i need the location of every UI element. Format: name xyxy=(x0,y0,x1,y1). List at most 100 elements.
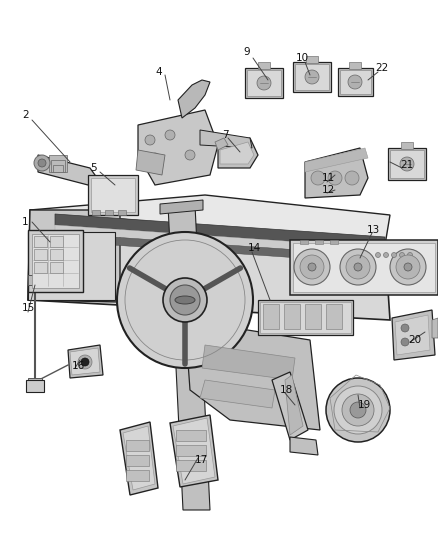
Polygon shape xyxy=(168,205,210,510)
Bar xyxy=(126,455,149,466)
Text: 13: 13 xyxy=(367,225,380,235)
Bar xyxy=(390,150,424,178)
Bar xyxy=(258,62,270,69)
Bar xyxy=(340,70,371,94)
Polygon shape xyxy=(185,320,320,430)
Polygon shape xyxy=(215,138,228,150)
Bar xyxy=(53,165,63,172)
Bar xyxy=(92,210,100,215)
Text: 10: 10 xyxy=(296,53,309,63)
Polygon shape xyxy=(202,345,295,380)
Text: 11: 11 xyxy=(322,173,335,183)
Polygon shape xyxy=(28,210,120,302)
Bar xyxy=(295,64,329,90)
Circle shape xyxy=(145,135,155,145)
Bar xyxy=(49,155,67,172)
Polygon shape xyxy=(395,315,430,355)
Circle shape xyxy=(375,253,381,257)
Text: 16: 16 xyxy=(72,361,85,371)
Circle shape xyxy=(294,249,330,285)
Polygon shape xyxy=(28,232,115,300)
Polygon shape xyxy=(70,348,100,375)
Bar xyxy=(245,68,283,98)
Circle shape xyxy=(334,386,382,434)
Bar xyxy=(300,240,308,244)
Circle shape xyxy=(392,253,396,257)
Circle shape xyxy=(185,150,195,160)
Text: 14: 14 xyxy=(248,243,261,253)
Bar xyxy=(176,430,206,441)
Circle shape xyxy=(348,75,362,89)
Polygon shape xyxy=(305,148,368,172)
Bar xyxy=(290,240,438,295)
Circle shape xyxy=(350,402,366,418)
Bar xyxy=(247,70,281,96)
Circle shape xyxy=(34,155,50,171)
Text: 9: 9 xyxy=(243,47,250,57)
Text: 2: 2 xyxy=(22,110,28,120)
Bar xyxy=(91,178,135,212)
Circle shape xyxy=(300,255,324,279)
Circle shape xyxy=(78,355,92,369)
Polygon shape xyxy=(120,422,158,495)
Polygon shape xyxy=(138,110,218,185)
Bar xyxy=(50,236,63,247)
Text: 5: 5 xyxy=(90,163,97,173)
Circle shape xyxy=(396,255,420,279)
Bar xyxy=(28,275,42,285)
Text: 20: 20 xyxy=(408,335,421,345)
Polygon shape xyxy=(28,210,390,320)
Circle shape xyxy=(400,157,414,171)
Polygon shape xyxy=(218,138,258,168)
Polygon shape xyxy=(200,130,252,148)
Bar xyxy=(51,160,65,172)
Bar xyxy=(176,445,206,456)
Circle shape xyxy=(407,253,413,257)
Circle shape xyxy=(308,263,316,271)
Circle shape xyxy=(399,253,405,257)
Circle shape xyxy=(257,76,271,90)
Bar xyxy=(338,68,373,96)
Polygon shape xyxy=(136,150,165,175)
Bar xyxy=(88,175,138,215)
Polygon shape xyxy=(30,195,390,245)
Bar xyxy=(293,243,435,292)
Circle shape xyxy=(328,171,342,185)
Circle shape xyxy=(305,70,319,84)
Circle shape xyxy=(404,263,412,271)
Bar xyxy=(306,56,318,63)
Bar xyxy=(118,210,126,215)
Bar xyxy=(34,236,47,247)
Bar xyxy=(260,302,351,333)
Circle shape xyxy=(384,253,389,257)
Bar xyxy=(34,262,47,273)
Text: 21: 21 xyxy=(400,160,413,170)
Bar xyxy=(349,62,361,69)
Polygon shape xyxy=(305,148,368,198)
Circle shape xyxy=(81,358,89,366)
Circle shape xyxy=(340,249,376,285)
Bar xyxy=(50,249,63,260)
Bar xyxy=(284,304,300,329)
Text: 4: 4 xyxy=(155,67,162,77)
Polygon shape xyxy=(285,375,303,435)
Text: 19: 19 xyxy=(358,400,371,410)
Bar xyxy=(28,378,42,388)
Circle shape xyxy=(117,232,253,368)
Bar xyxy=(32,234,79,288)
Polygon shape xyxy=(38,155,95,185)
Circle shape xyxy=(346,255,370,279)
Circle shape xyxy=(38,159,46,167)
Circle shape xyxy=(170,285,200,315)
Polygon shape xyxy=(123,426,155,490)
Bar xyxy=(26,380,44,392)
Bar xyxy=(401,142,413,149)
Polygon shape xyxy=(170,415,218,487)
Bar xyxy=(34,249,47,260)
Circle shape xyxy=(390,249,426,285)
Bar xyxy=(258,300,353,335)
Circle shape xyxy=(326,378,390,442)
Text: 12: 12 xyxy=(322,185,335,195)
Polygon shape xyxy=(178,80,210,118)
Bar xyxy=(263,304,279,329)
